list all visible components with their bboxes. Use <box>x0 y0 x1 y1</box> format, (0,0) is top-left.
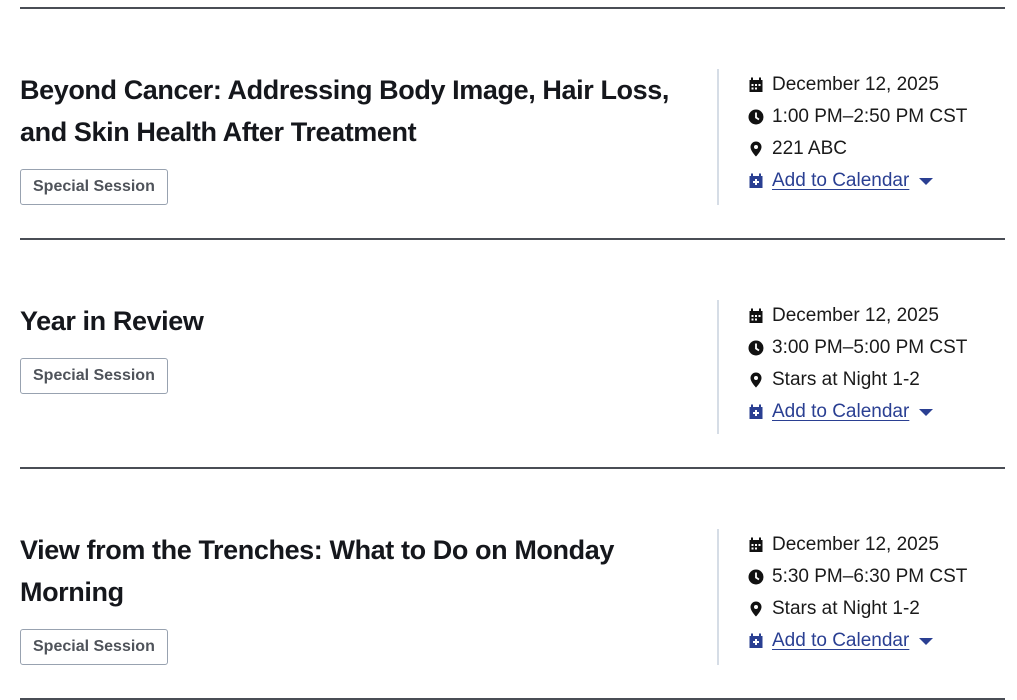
location-text: 221 ABC <box>772 138 847 159</box>
time-text: 5:30 PM–6:30 PM CST <box>772 566 968 587</box>
date-text: December 12, 2025 <box>772 74 939 95</box>
session-title[interactable]: Beyond Cancer: Addressing Body Image, Ha… <box>20 75 669 147</box>
session-date: December 12, 2025 <box>748 300 967 332</box>
session-location: Stars at Night 1-2 <box>748 593 967 625</box>
caret-down-icon[interactable] <box>919 637 934 645</box>
calendar-plus-icon <box>748 633 764 649</box>
calendar-icon <box>748 537 764 553</box>
session-type-tag: Special Session <box>20 169 168 205</box>
session-time: 5:30 PM–6:30 PM CST <box>748 561 967 593</box>
session-main: View from the Trenches: What to Do on Mo… <box>20 529 717 665</box>
session-type-tag: Special Session <box>20 358 168 394</box>
session-title[interactable]: Year in Review <box>20 306 204 336</box>
location-text: Stars at Night 1-2 <box>772 369 920 390</box>
session-location: Stars at Night 1-2 <box>748 364 967 396</box>
add-to-calendar-link[interactable]: Add to Calendar <box>772 630 910 651</box>
add-to-calendar-button[interactable]: Add to Calendar <box>748 625 967 657</box>
calendar-plus-icon <box>748 404 764 420</box>
session-meta: December 12, 2025 1:00 PM–2:50 PM CST 22… <box>717 69 967 205</box>
add-to-calendar-link[interactable]: Add to Calendar <box>772 401 910 422</box>
session-time: 1:00 PM–2:50 PM CST <box>748 101 967 133</box>
calendar-plus-icon <box>748 173 764 189</box>
caret-down-icon[interactable] <box>919 177 934 185</box>
date-text: December 12, 2025 <box>772 534 939 555</box>
add-to-calendar-button[interactable]: Add to Calendar <box>748 165 967 197</box>
map-pin-icon <box>748 601 764 617</box>
time-text: 3:00 PM–5:00 PM CST <box>772 337 968 358</box>
caret-down-icon[interactable] <box>919 408 934 416</box>
session-item: Year in Review Special Session December … <box>20 238 1005 467</box>
session-list: Beyond Cancer: Addressing Body Image, Ha… <box>20 7 1005 700</box>
map-pin-icon <box>748 141 764 157</box>
clock-icon <box>748 569 764 585</box>
calendar-icon <box>748 308 764 324</box>
session-date: December 12, 2025 <box>748 69 967 101</box>
session-main: Beyond Cancer: Addressing Body Image, Ha… <box>20 69 717 205</box>
map-pin-icon <box>748 372 764 388</box>
session-time: 3:00 PM–5:00 PM CST <box>748 332 967 364</box>
session-title[interactable]: View from the Trenches: What to Do on Mo… <box>20 535 614 607</box>
clock-icon <box>748 340 764 356</box>
calendar-icon <box>748 77 764 93</box>
session-item: View from the Trenches: What to Do on Mo… <box>20 467 1005 700</box>
location-text: Stars at Night 1-2 <box>772 598 920 619</box>
session-date: December 12, 2025 <box>748 529 967 561</box>
session-meta: December 12, 2025 3:00 PM–5:00 PM CST St… <box>717 300 967 434</box>
session-location: 221 ABC <box>748 133 967 165</box>
add-to-calendar-button[interactable]: Add to Calendar <box>748 396 967 428</box>
add-to-calendar-link[interactable]: Add to Calendar <box>772 170 910 191</box>
date-text: December 12, 2025 <box>772 305 939 326</box>
session-meta: December 12, 2025 5:30 PM–6:30 PM CST St… <box>717 529 967 665</box>
time-text: 1:00 PM–2:50 PM CST <box>772 106 968 127</box>
session-type-tag: Special Session <box>20 629 168 665</box>
session-item: Beyond Cancer: Addressing Body Image, Ha… <box>20 7 1005 238</box>
clock-icon <box>748 109 764 125</box>
session-main: Year in Review Special Session <box>20 300 717 434</box>
